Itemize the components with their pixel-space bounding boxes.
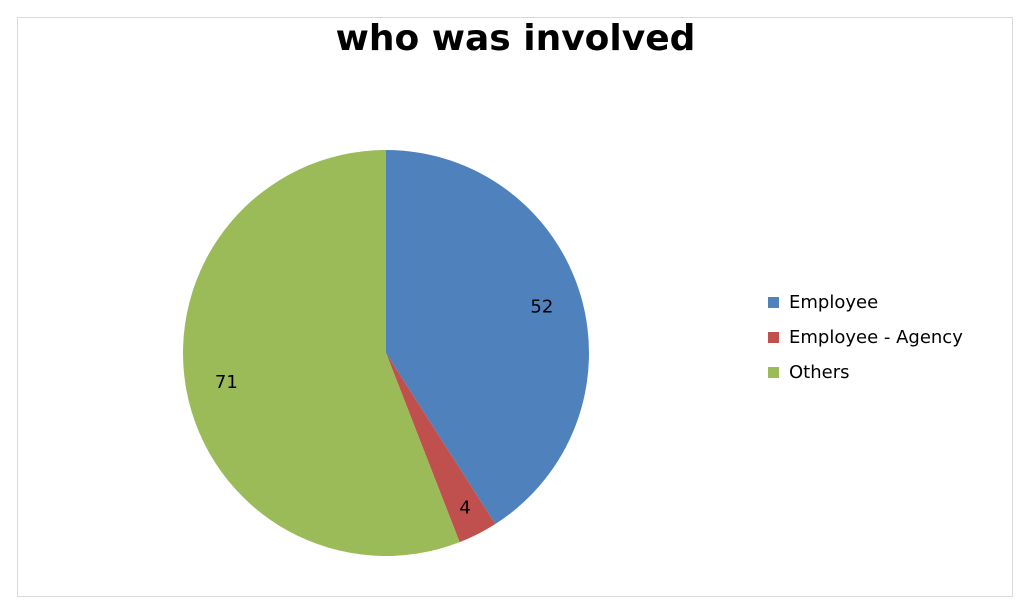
- pie-slices: [183, 150, 589, 556]
- legend-item-employee: Employee: [768, 290, 963, 314]
- legend-swatch-others: [768, 366, 779, 378]
- legend-item-others: Others: [768, 360, 963, 384]
- pie-slice-others: [183, 150, 460, 556]
- data-label-employee-agency: 4: [459, 498, 470, 519]
- legend-label-employee: Employee: [789, 291, 879, 313]
- chart-title: who was involved: [335, 18, 696, 59]
- pie-data-labels: 52 4 71: [215, 296, 553, 518]
- legend-swatch-employee-agency: [768, 331, 779, 343]
- legend-swatch-employee: [768, 296, 779, 308]
- legend-label-others: Others: [789, 361, 850, 383]
- legend: Employee Employee - Agency Others: [768, 290, 963, 395]
- pie-slice-employee-agency: [386, 353, 496, 543]
- pie-slice-employee: [386, 150, 589, 525]
- data-label-employee: 52: [530, 296, 553, 317]
- legend-item-employee-agency: Employee - Agency: [768, 325, 963, 349]
- legend-label-employee-agency: Employee - Agency: [789, 326, 963, 348]
- data-label-others: 71: [215, 372, 238, 393]
